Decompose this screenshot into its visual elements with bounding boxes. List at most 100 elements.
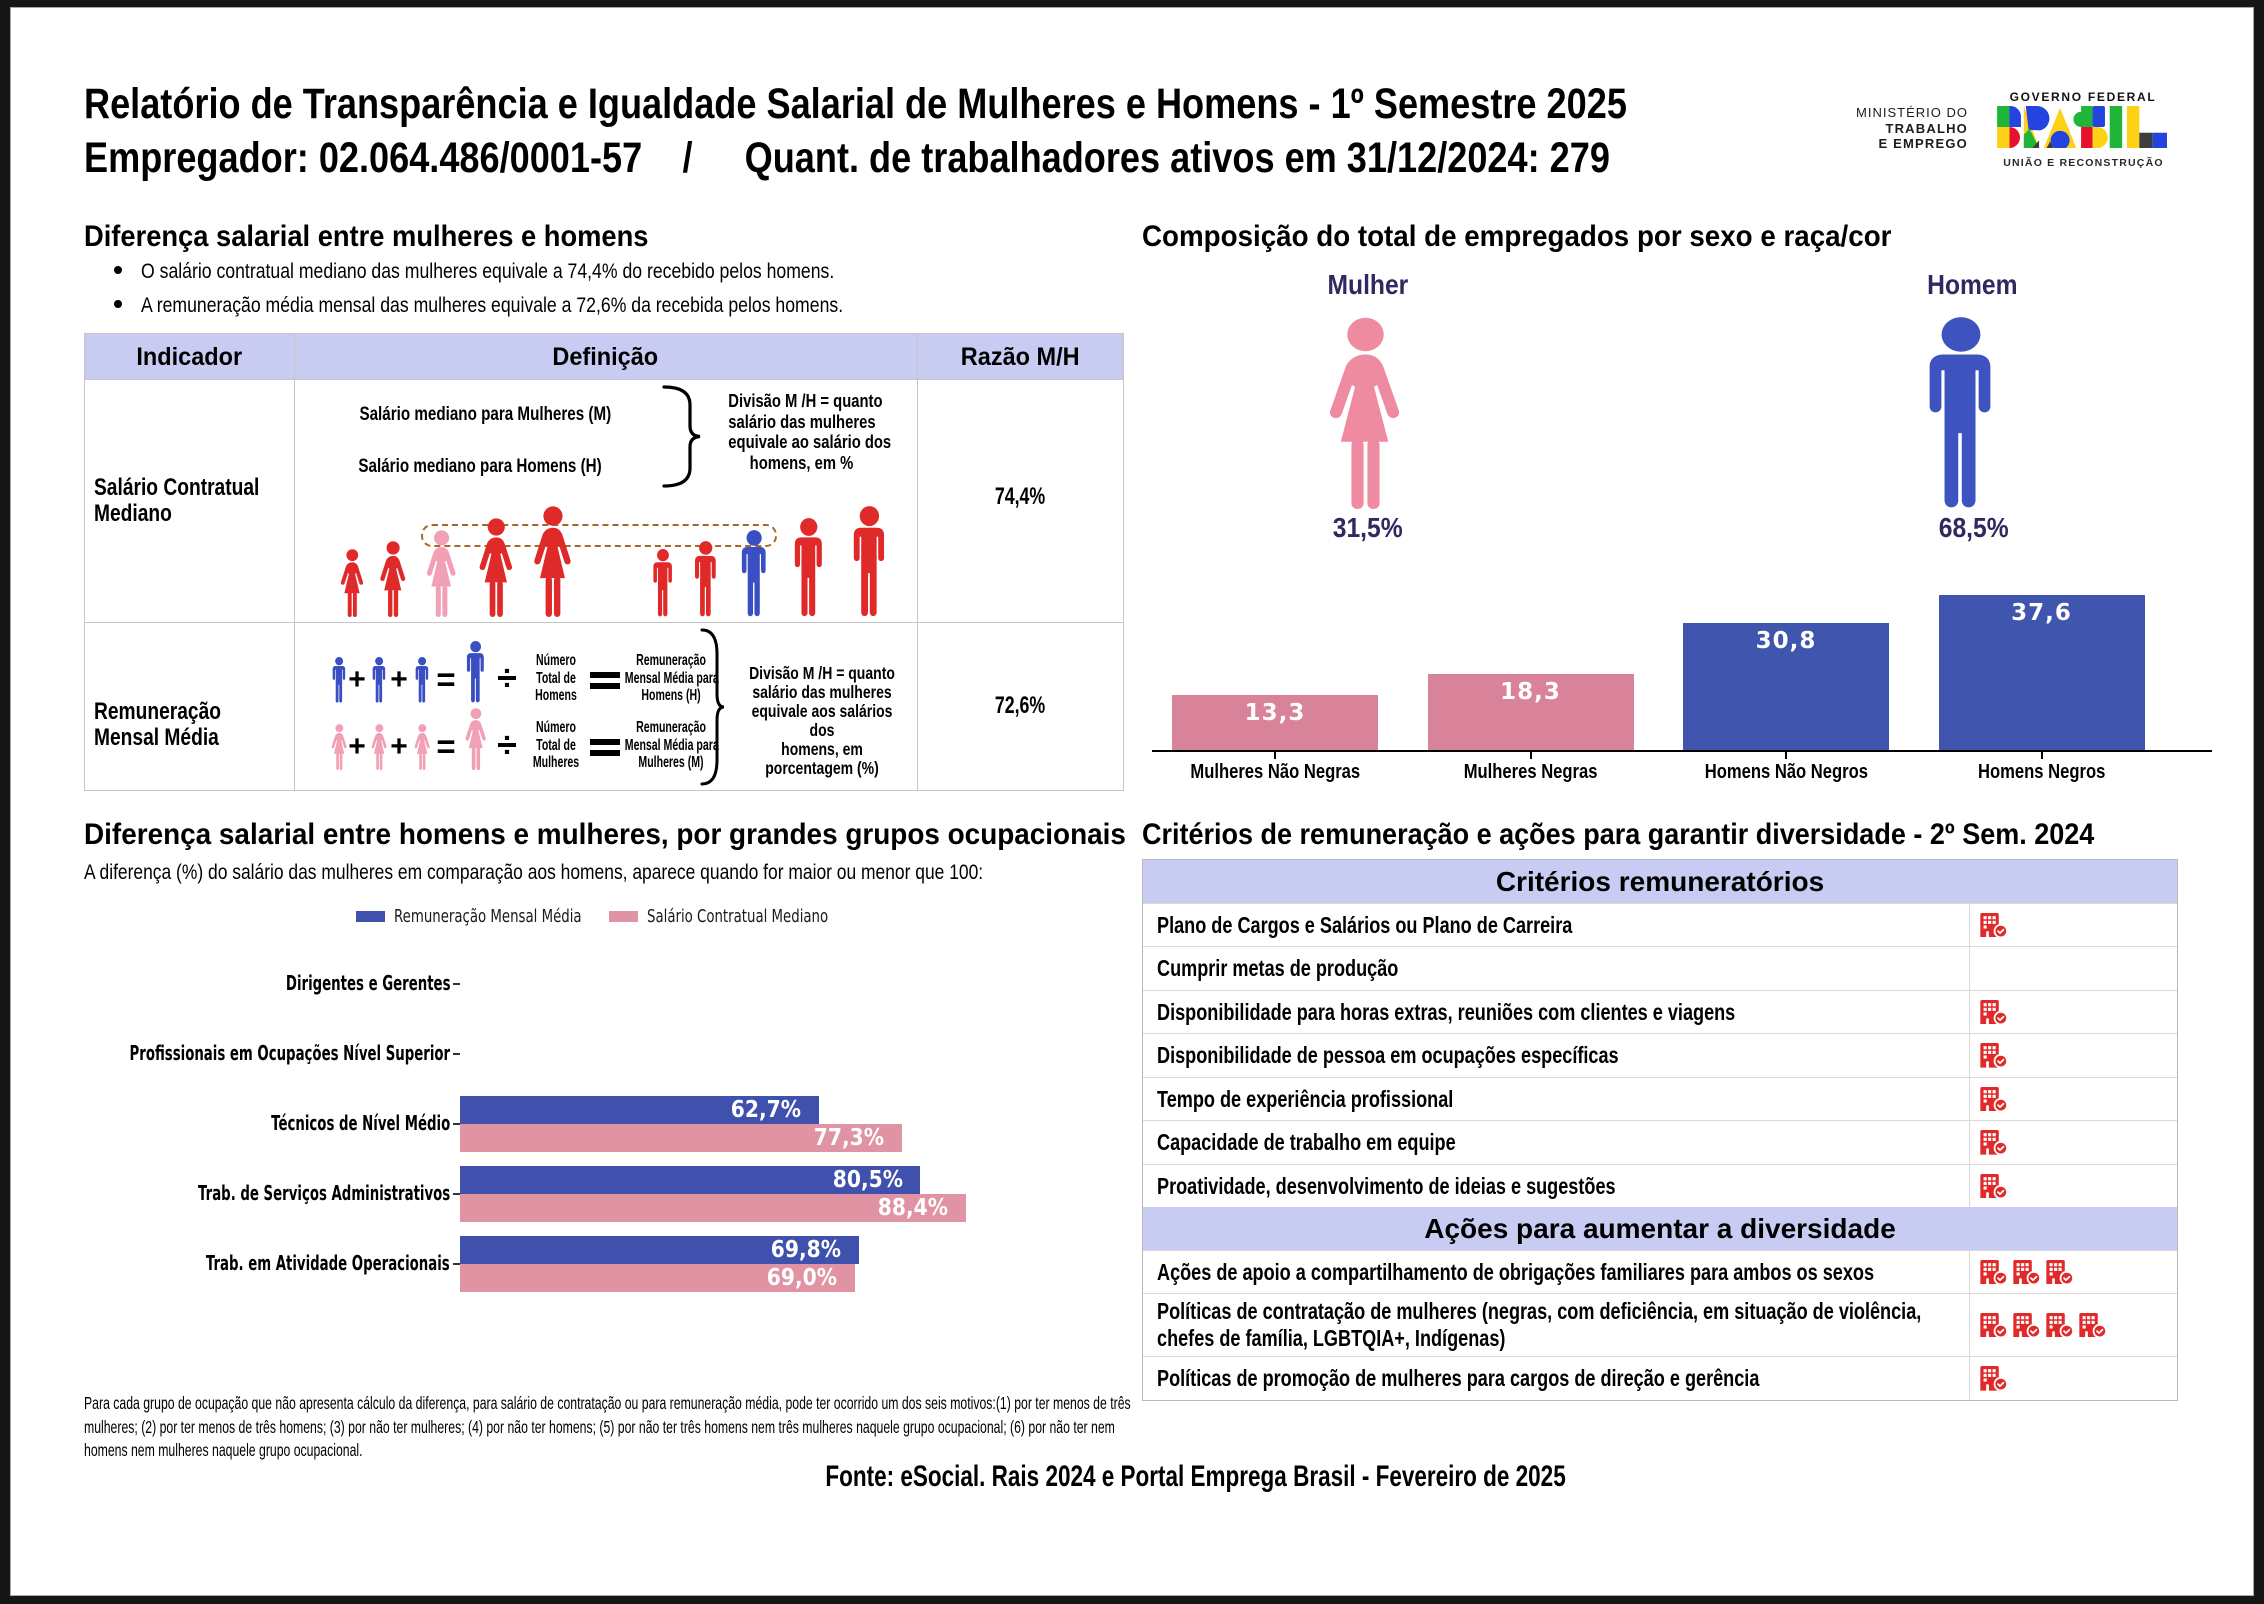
- equals-sign: =: [436, 728, 456, 765]
- composition-bar: 13,3: [1172, 695, 1378, 750]
- criteria-label: Capacidade de trabalho em equipe: [1143, 1121, 1970, 1164]
- occupation-category-label: Trab. de Serviços Administrativos: [197, 1181, 450, 1205]
- man-icon: [695, 541, 717, 617]
- occupation-category-label: Técnicos de Nível Médio: [270, 1111, 450, 1135]
- heavy-equals-icon: [590, 739, 620, 756]
- composition-category-label: Homens Negros: [1977, 761, 2106, 783]
- plus-sign: +: [390, 730, 408, 763]
- indicator-table: Indicador Definição Razão M/H Salário Co…: [84, 333, 1124, 791]
- composition-axis: [1152, 750, 2212, 752]
- criteria-checks: [1970, 1165, 2177, 1207]
- female-label: Mulher: [1327, 269, 1409, 300]
- col-definicao: Definição: [552, 342, 659, 371]
- man-icon: [415, 657, 428, 703]
- curly-brace-icon: [662, 385, 701, 488]
- criteria-row: Capacidade de trabalho em equipe: [1143, 1120, 2177, 1164]
- male-share-value: 68,5%: [1939, 512, 2009, 543]
- criteria-row: Disponibilidade de pessoa em ocupações e…: [1143, 1033, 2177, 1077]
- criteria-label: Proatividade, desenvolvimento de ideias …: [1143, 1165, 1970, 1207]
- heavy-equals-icon: [590, 672, 620, 689]
- occupation-category-label: Trab. em Atividade Operacionais: [206, 1251, 450, 1275]
- col-indicador: Indicador: [136, 342, 243, 371]
- plus-sign: +: [390, 663, 408, 696]
- building-check-icon: [1980, 1130, 2008, 1155]
- occupation-category-label: Profissionais em Ocupações Nível Superio…: [129, 1041, 450, 1065]
- report-title: Relatório de Transparência e Igualdade S…: [84, 80, 1627, 128]
- female-share-value: 31,5%: [1333, 512, 1403, 543]
- brasil-logo-icon: [1997, 106, 2167, 148]
- criteria-row: Políticas de promoção de mulheres para c…: [1143, 1356, 2177, 1400]
- row1-indicator: Salário Contratual Mediano: [94, 474, 260, 527]
- bullet-dot-icon: [114, 300, 122, 308]
- building-check-icon: [1980, 1259, 2008, 1285]
- result-label: Remuneração Mensal Média para Homens (H): [624, 652, 719, 704]
- subtitle-separator: /: [682, 134, 693, 182]
- criteria-row: Tempo de experiência profissional: [1143, 1077, 2177, 1120]
- row2-explanation: Divisão M /H = quanto salário das mulher…: [749, 663, 895, 778]
- man-icon: [853, 506, 884, 617]
- woman-icon: [465, 708, 486, 770]
- composition-category-label: Mulheres Não Negras: [1190, 761, 1360, 783]
- criteria-checks: [1970, 991, 2177, 1033]
- composition-bar: 18,3: [1427, 674, 1634, 750]
- criteria-label: Tempo de experiência profissional: [1143, 1078, 1970, 1120]
- criteria-label: Políticas de promoção de mulheres para c…: [1143, 1357, 1970, 1400]
- result-label: Remuneração Mensal Média para Mulheres (M): [624, 719, 719, 771]
- criteria-checks: [1970, 1078, 2177, 1120]
- criteria-section-title: Ações para aumentar a diversidade: [1143, 1207, 2177, 1250]
- building-check-icon: [2013, 1312, 2041, 1338]
- composition-heading: Composição do total de empregados por se…: [1142, 220, 1892, 253]
- criteria-table: Critérios remuneratórios Plano de Cargos …: [1142, 859, 2178, 1401]
- criteria-checks: [1970, 1034, 2177, 1077]
- man-icon: [372, 657, 385, 703]
- criteria-heading: Critérios de remuneração e ações para ga…: [1142, 818, 2095, 851]
- axis-tick: [453, 1053, 460, 1056]
- axis-tick: [1274, 752, 1276, 759]
- criteria-label: Plano de Cargos e Salários ou Plano de C…: [1143, 904, 1970, 946]
- divide-sign: ÷: [497, 724, 517, 765]
- employer-id: Empregador: 02.064.486/0001-57: [84, 134, 643, 182]
- median-highlight-box: [421, 524, 777, 547]
- building-check-icon: [1980, 1312, 2008, 1338]
- axis-tick: [1785, 752, 1787, 759]
- building-check-icon: [2046, 1312, 2074, 1338]
- row1-ratio-value: 74,4%: [995, 483, 1046, 510]
- ministry-logo-text: MINISTÉRIO DO TRABALHO E EMPREGO: [1856, 105, 1968, 151]
- legend-swatch: [356, 911, 385, 922]
- divide-sign: ÷: [497, 657, 517, 698]
- row1-explanation: Divisão M /H = quanto salário das mulher…: [728, 390, 892, 473]
- composition-bar: 30,8: [1683, 622, 1889, 750]
- bullet-median-salary: O salário contratual mediano das mulhere…: [141, 260, 835, 283]
- bar-value-label: 69,0%: [766, 1265, 837, 1291]
- criteria-row: Cumprir metas de produção: [1143, 946, 2177, 990]
- criteria-label: Ações de apoio a compartilhamento de obr…: [1143, 1251, 1970, 1293]
- woman-icon: [380, 541, 406, 617]
- criteria-checks: [1970, 947, 2177, 990]
- criteria-label: Políticas de contratação de mulheres (ne…: [1143, 1294, 1970, 1356]
- bar-value-label: 88,4%: [877, 1195, 948, 1221]
- occupational-heading: Diferença salarial entre homens e mulher…: [84, 818, 1126, 851]
- occupation-bar: 69,0%: [460, 1264, 855, 1292]
- active-workers: Quant. de trabalhadores ativos em 31/12/…: [744, 134, 1610, 182]
- legend-label: Remuneração Mensal Média: [394, 906, 582, 927]
- criteria-checks: [1970, 1121, 2177, 1164]
- plus-sign: +: [348, 730, 366, 763]
- footer-source: Fonte: eSocial. Rais 2024 e Portal Empre…: [825, 1460, 1567, 1493]
- building-check-icon: [2013, 1259, 2041, 1285]
- criteria-checks: [1970, 904, 2177, 946]
- uniao-reconstrucao-label: UNIÃO E RECONSTRUÇÃO: [2003, 157, 2164, 169]
- woman-icon: [479, 518, 512, 617]
- building-check-icon: [1980, 1086, 2008, 1112]
- bar-value-label: 62,7%: [730, 1097, 801, 1123]
- man-icon: [795, 518, 823, 617]
- axis-tick: [453, 1263, 460, 1266]
- report-page: Relatório de Transparência e Igualdade S…: [10, 7, 2254, 1596]
- criteria-label: Disponibilidade de pessoa em ocupações e…: [1143, 1034, 1970, 1077]
- salary-gap-bullets: O salário contratual mediano das mulhere…: [114, 260, 977, 328]
- col-razao: Razão M/H: [961, 342, 1080, 371]
- criteria-label: Disponibilidade para horas extras, reuni…: [1143, 991, 1970, 1033]
- criteria-row: Políticas de contratação de mulheres (ne…: [1143, 1293, 2177, 1356]
- indicator-table-header: [85, 334, 1123, 380]
- row2-indicator: Remuneração Mensal Média: [94, 698, 221, 751]
- bar-value-label: 13,3: [1244, 700, 1306, 727]
